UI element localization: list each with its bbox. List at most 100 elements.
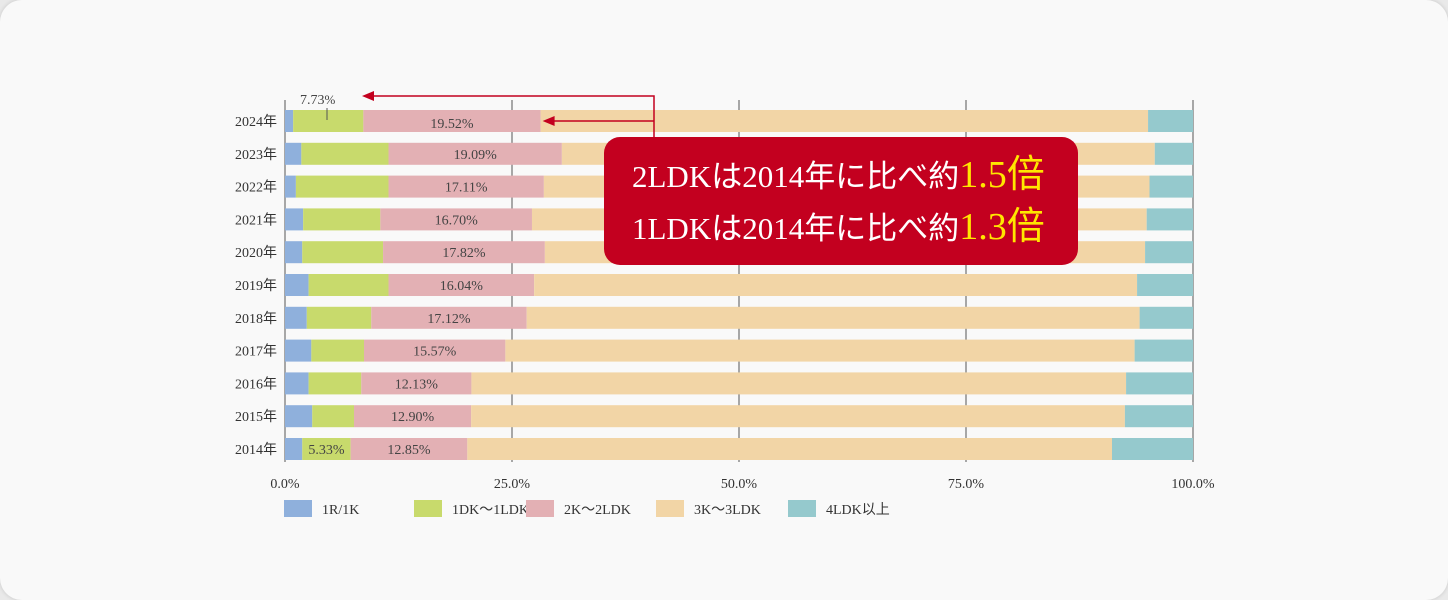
data-label: 16.70% [435, 213, 479, 228]
callout-line-2: 1LDKは2014年に比べ約1.3倍 [632, 201, 1078, 253]
legend-swatch [526, 500, 554, 517]
bar-segment [1137, 274, 1193, 296]
arrow-head [542, 116, 555, 126]
bar-segment [285, 438, 303, 460]
segment-labels: 19.52% 19.09% 17.11% 16.70% 17.82% 16.04% 17.1… [308, 117, 497, 458]
bar-segment [1112, 438, 1193, 460]
bar-segment [534, 274, 1138, 296]
data-label: 12.85% [387, 443, 431, 458]
bar-segment [1154, 142, 1193, 165]
bar-segment [388, 175, 544, 198]
bar-segment [301, 142, 389, 165]
data-label: 16.04% [440, 279, 484, 294]
bar-segment [311, 339, 364, 362]
bar-segment [371, 306, 527, 329]
bar-segment [505, 339, 1135, 362]
y-tick-label: 2018年 [235, 311, 277, 327]
y-tick-label: 2016年 [235, 376, 277, 392]
bar-segment [285, 241, 303, 264]
y-tick-label: 2023年 [235, 147, 277, 163]
bar-segment [526, 306, 1140, 329]
y-tick-label: 2024年 [235, 114, 277, 130]
bar-segment [1139, 306, 1193, 329]
y-tick-label: 2017年 [235, 344, 277, 360]
legend-swatch [788, 500, 816, 517]
callout-line-1: 2LDKは2014年に比べ約1.5倍 [632, 149, 1078, 201]
bar-segment [285, 208, 304, 231]
bar-segment [350, 438, 468, 460]
callout-text-1: 2LDKは2014年に比べ約 [632, 159, 960, 194]
x-tick-label: 25.0% [494, 477, 531, 492]
bar-segment [1146, 208, 1193, 231]
bar-segment [363, 339, 506, 362]
data-label: 5.33% [308, 443, 345, 458]
legend-swatch [284, 500, 312, 517]
y-tick-label: 2015年 [235, 409, 277, 425]
bar-segment [383, 241, 545, 264]
callout-value-2: 1.3倍 [959, 206, 1045, 248]
bar-segment [285, 274, 309, 296]
arrow-head [362, 91, 374, 101]
x-axis-ticks: 0.0% 25.0% 50.0% 75.0% 100.0% [270, 477, 1215, 492]
y-tick-label: 2022年 [235, 180, 277, 196]
data-label: 15.57% [413, 345, 457, 360]
data-label: 12.13% [395, 377, 439, 392]
bar-segment [308, 274, 389, 296]
callout-box: 2LDKは2014年に比べ約1.5倍 1LDKは2014年に比べ約1.3倍 [604, 137, 1078, 265]
bar-segment [285, 405, 313, 428]
annotations: 7.73% [300, 91, 655, 137]
bar-segment [285, 339, 312, 362]
bar-segment [1145, 241, 1193, 264]
y-tick-label: 2019年 [235, 278, 277, 294]
bar-segment [388, 142, 562, 165]
legend: 1R/1K 1DK〜1LDK 2K〜2LDK 3K〜3LDK 4LDK以上 [284, 500, 890, 518]
bar-segment [285, 306, 307, 329]
data-label: 17.11% [445, 181, 488, 196]
bar-segment [388, 274, 535, 296]
bar-segment [361, 372, 472, 395]
y-axis-labels: 2024年 2023年 2022年 2021年 2020年 2019年 2018年 2017年… [235, 114, 277, 458]
data-label: 17.12% [427, 312, 471, 327]
bar-segment [303, 208, 381, 231]
bar-segment [302, 241, 384, 264]
bar-segment [285, 110, 294, 132]
data-label: 12.90% [391, 410, 435, 425]
y-tick-label: 2021年 [235, 212, 277, 228]
bar-segment [285, 372, 309, 395]
legend-label: 4LDK以上 [826, 502, 890, 518]
bar-segment [1126, 372, 1193, 395]
bar-segment [540, 110, 1149, 132]
x-tick-label: 75.0% [948, 477, 985, 492]
bar-segment [354, 405, 472, 428]
bar-segment [1134, 339, 1193, 362]
legend-label: 1R/1K [322, 503, 359, 518]
data-label: 19.09% [454, 148, 498, 163]
legend-swatch [414, 500, 442, 517]
bar-segment [363, 110, 541, 132]
y-tick-label: 2020年 [235, 245, 277, 261]
data-label: 7.73% [300, 92, 336, 108]
bar-segment [302, 438, 351, 460]
bar-segment [471, 372, 1127, 395]
bar-segment [285, 175, 296, 198]
data-label: 17.82% [442, 246, 486, 261]
bar-segment [380, 208, 532, 231]
data-label-unit: % [325, 92, 336, 107]
bar-segment [295, 175, 389, 198]
bar-segment [1148, 110, 1193, 132]
bar-segment [471, 405, 1125, 428]
y-tick-label: 2014年 [235, 442, 277, 458]
legend-label: 1DK〜1LDK [452, 503, 529, 518]
bar-segment [293, 110, 364, 132]
legend-swatch [656, 500, 684, 517]
bar-segment [1124, 405, 1193, 428]
bar-segment [467, 438, 1113, 460]
legend-label: 3K〜3LDK [694, 503, 761, 518]
callout-value-1: 1.5倍 [959, 154, 1045, 196]
callout-arrow-1dk [370, 95, 655, 137]
x-tick-label: 50.0% [721, 477, 758, 492]
bar-segment [285, 142, 302, 165]
legend-label: 2K〜2LDK [564, 503, 631, 518]
